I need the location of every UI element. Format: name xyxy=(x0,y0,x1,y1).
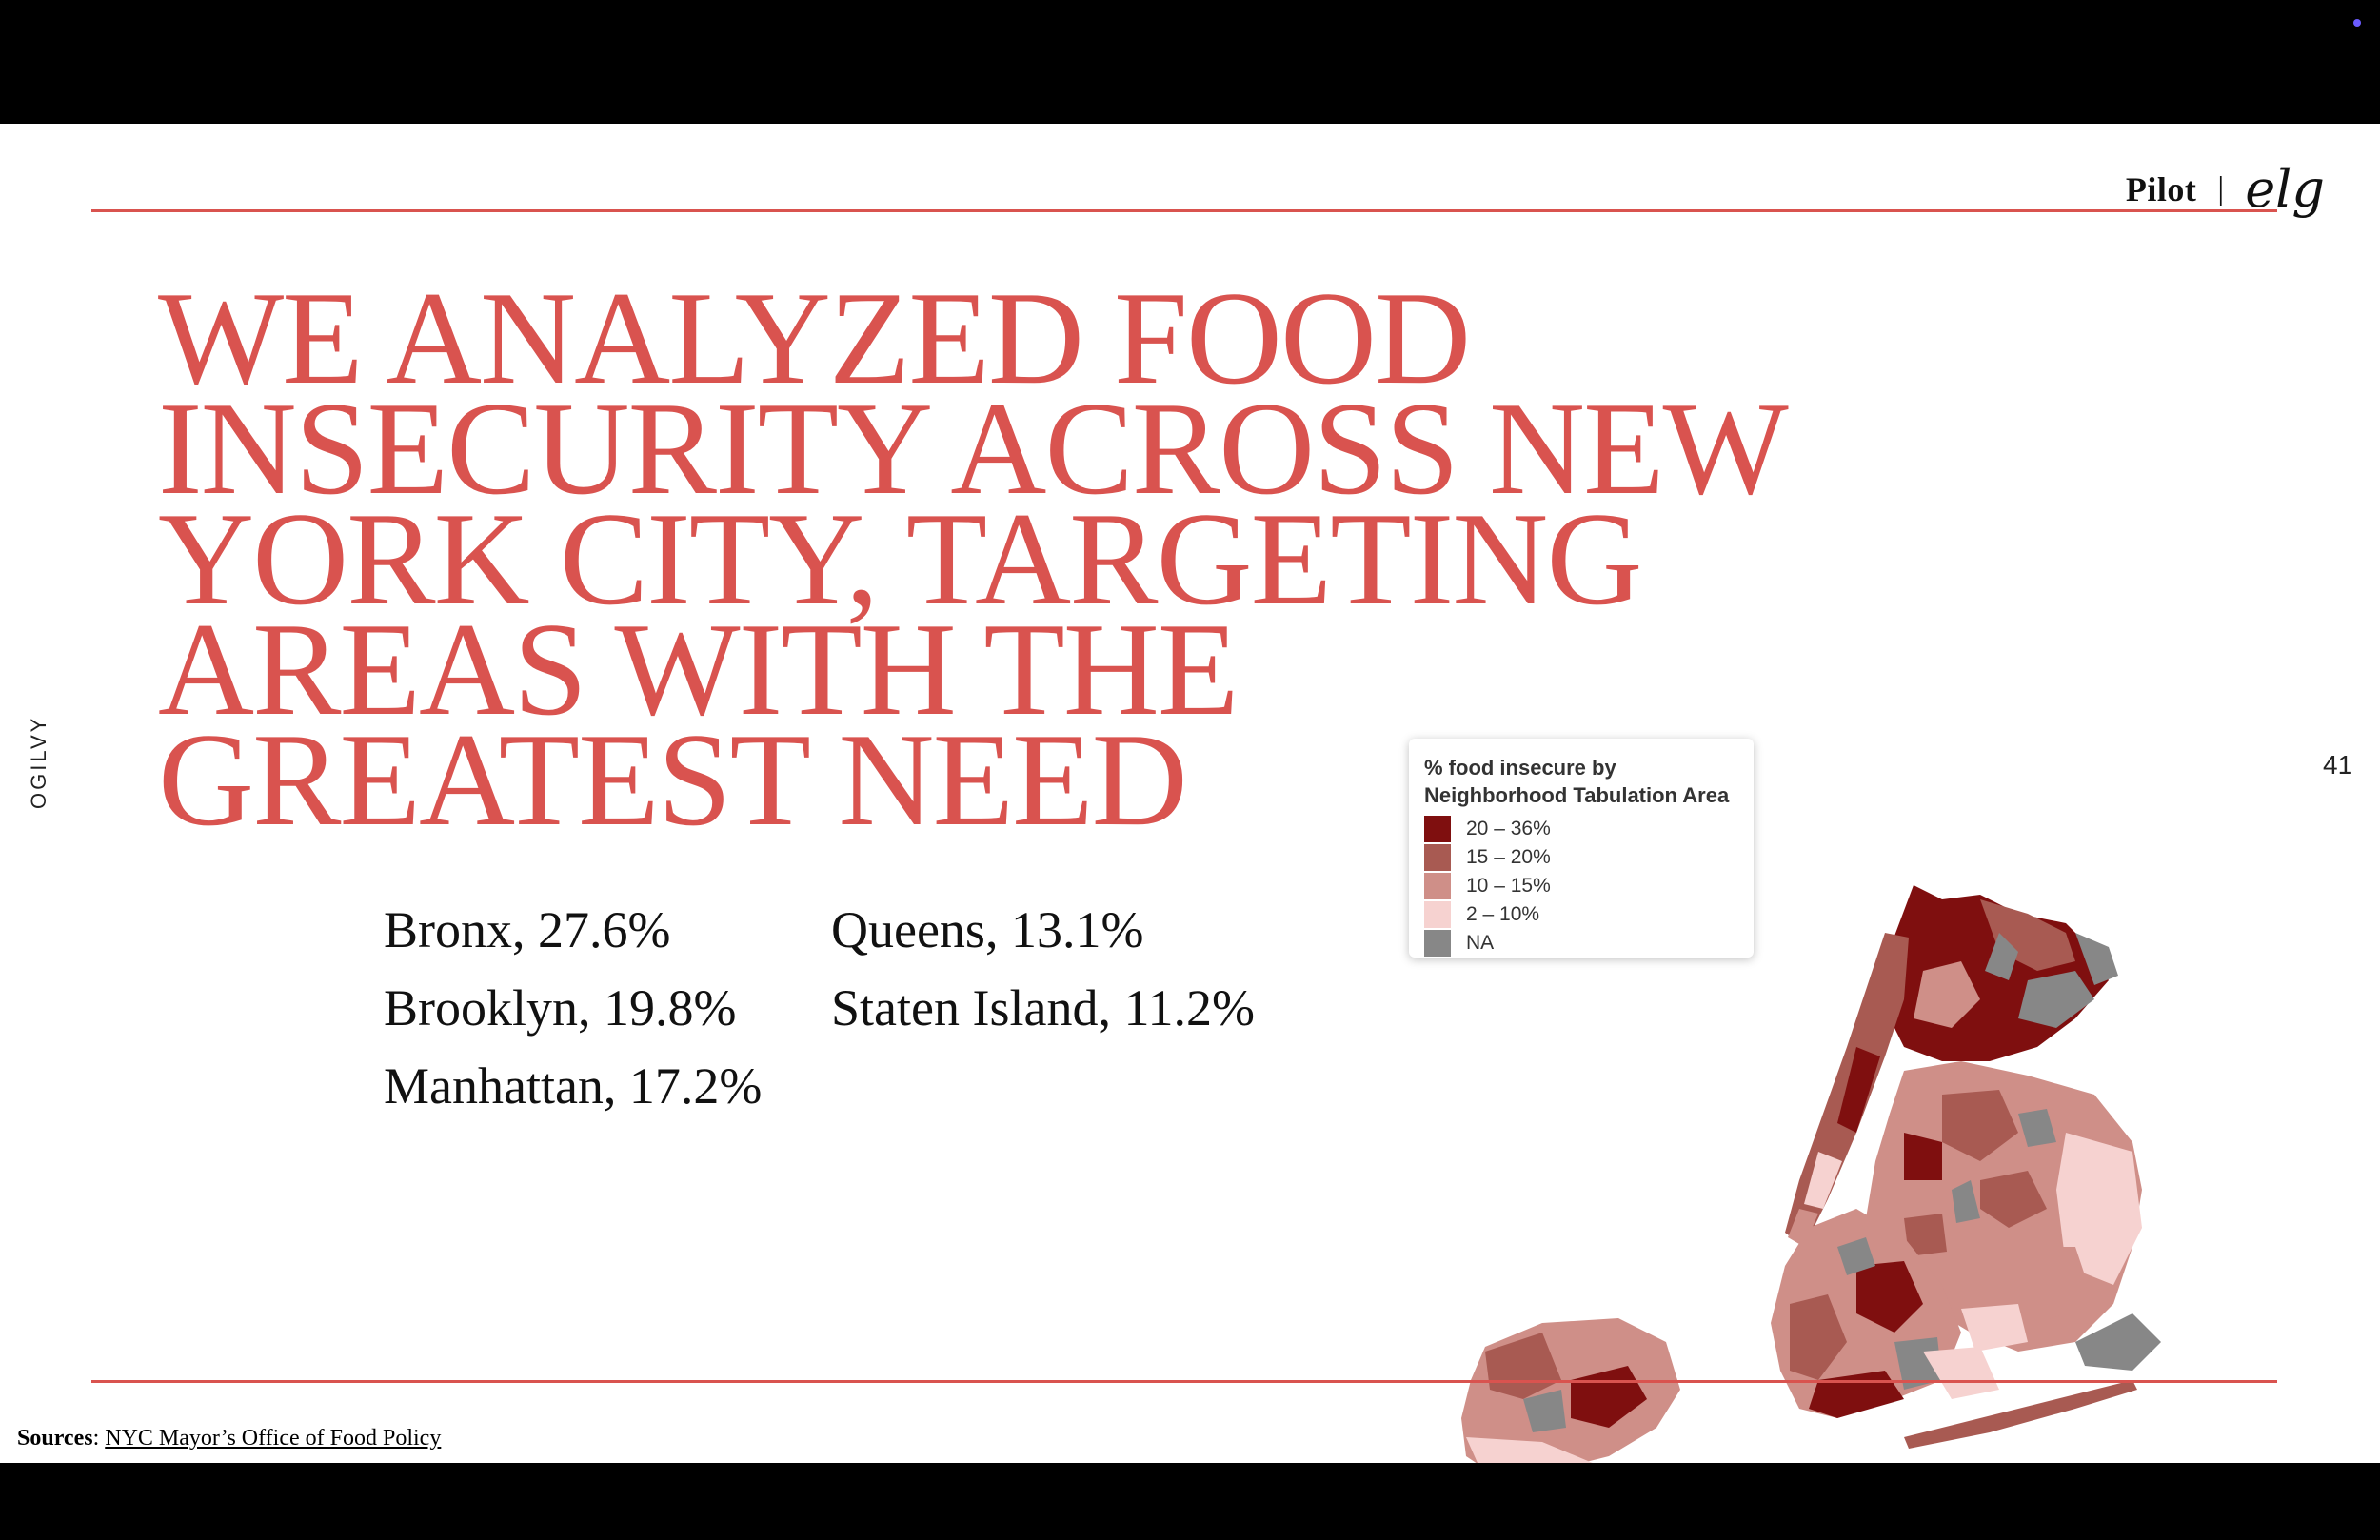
bottom-divider xyxy=(91,1380,2277,1383)
legend-swatch xyxy=(1424,930,1451,957)
bottom-black-bar xyxy=(0,1463,2380,1540)
top-black-bar xyxy=(0,0,2380,124)
sources-link[interactable]: NYC Mayor’s Office of Food Policy xyxy=(105,1426,442,1451)
brand-separator: | xyxy=(2217,171,2225,207)
legend-swatch xyxy=(1424,816,1451,842)
legend-item: 10 – 15% xyxy=(1424,872,1738,900)
headline-line: YORK CITY, TARGETING xyxy=(158,485,1643,633)
ogilvy-side-label: OGILVY xyxy=(27,715,50,809)
legend-item: 20 – 36% xyxy=(1424,815,1738,843)
legend-item: 2 – 10% xyxy=(1424,900,1738,929)
brand-pilot: Pilot xyxy=(2125,170,2197,208)
legend-label: 15 – 20% xyxy=(1466,846,1551,868)
map-legend: % food insecure by Neighborhood Tabulati… xyxy=(1409,739,1754,958)
brand-lockup: Pilot | elg xyxy=(2126,164,2325,215)
headline-line: GREATEST NEED xyxy=(158,706,1188,854)
top-divider xyxy=(91,209,2277,212)
headline-line: WE ANALYZED FOOD xyxy=(158,265,1471,412)
page-number: 41 xyxy=(2323,750,2353,780)
slide: Pilot | elg OGILVY 41 WE ANALYZED FOOD I… xyxy=(0,124,2380,1463)
legend-swatch xyxy=(1424,873,1451,899)
sources-footnote: Sources: NYC Mayor’s Office of Food Poli… xyxy=(17,1426,441,1451)
staten-island-region xyxy=(1461,1318,1680,1463)
borough-stats: Bronx, 27.6% Queens, 13.1% Brooklyn, 19.… xyxy=(384,904,1279,1112)
legend-title-line: % food insecure by xyxy=(1424,756,1616,780)
sources-colon: : xyxy=(92,1426,100,1451)
legend-title-line: Neighborhood Tabulation Area xyxy=(1424,783,1730,807)
stat-brooklyn: Brooklyn, 19.8% xyxy=(384,979,737,1037)
headline: WE ANALYZED FOOD INSECURITY ACROSS NEW Y… xyxy=(158,265,1967,854)
legend-item: NA xyxy=(1424,929,1738,958)
legend-label: NA xyxy=(1466,932,1495,954)
headline-line: AREAS WITH THE xyxy=(158,596,1239,743)
stat-queens: Queens, 13.1% xyxy=(831,901,1144,958)
recording-indicator-icon xyxy=(2353,19,2361,27)
legend-label: 20 – 36% xyxy=(1466,818,1551,839)
stat-bronx: Bronx, 27.6% xyxy=(384,901,671,958)
headline-line: INSECURITY ACROSS NEW xyxy=(158,375,1789,523)
legend-label: 10 – 15% xyxy=(1466,875,1551,897)
brooklyn-region xyxy=(1771,1209,1999,1418)
stat-staten-island: Staten Island, 11.2% xyxy=(831,979,1255,1037)
legend-swatch xyxy=(1424,844,1451,871)
manhattan-region xyxy=(1785,933,1909,1247)
stat-manhattan: Manhattan, 17.2% xyxy=(384,1057,763,1115)
sources-label: Sources xyxy=(17,1426,93,1451)
legend-title: % food insecure by Neighborhood Tabulati… xyxy=(1424,754,1738,809)
legend-item: 15 – 20% xyxy=(1424,843,1738,872)
bronx-region xyxy=(1885,885,2118,1061)
legend-label: 2 – 10% xyxy=(1466,903,1540,925)
legend-swatch xyxy=(1424,901,1451,928)
rockaway-region xyxy=(1904,1380,2137,1449)
nyc-food-insecurity-map xyxy=(1461,885,2161,1463)
elg-logo-icon: elg xyxy=(2245,159,2325,219)
